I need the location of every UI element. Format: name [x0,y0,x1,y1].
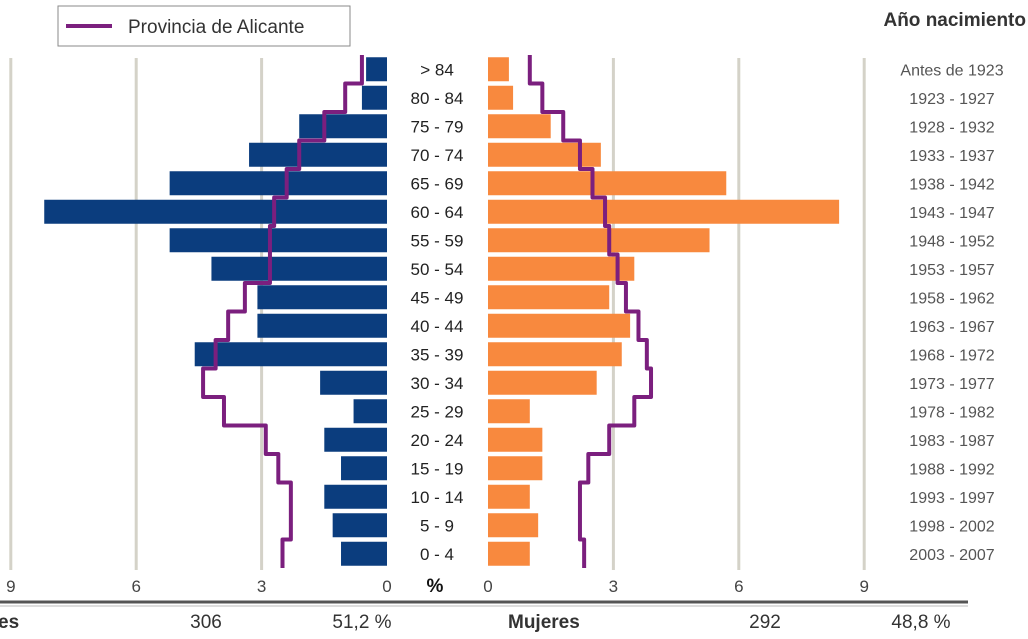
left-tick-label: 0 [382,577,391,596]
bar-right [488,427,543,452]
bar-right [488,541,530,566]
birth-year-label: 2003 - 2007 [909,547,995,564]
bar-right [488,313,631,338]
age-group-label: 50 - 54 [411,260,464,279]
age-group-label: 55 - 59 [411,231,464,250]
birth-year-label: 1978 - 1982 [909,404,995,421]
right-tick-label: 9 [859,577,868,596]
bar-right [488,370,597,395]
bar-right [488,142,601,167]
bar-left [211,256,387,281]
bar-left [361,85,387,110]
birth-year-label: 1933 - 1937 [909,148,995,165]
legend-label: Provincia de Alicante [128,17,304,38]
right-tick-label: 0 [483,577,492,596]
left-tick-label: 3 [257,577,266,596]
bar-left [332,513,387,538]
year-header: Año nacimiento [883,10,1026,31]
birth-year-label: 1958 - 1962 [909,290,995,307]
men-count: 306 [190,612,222,633]
age-group-label: 20 - 24 [411,431,464,450]
age-group-label: 75 - 79 [411,117,464,136]
bar-left [353,399,387,424]
bar-right [488,114,551,139]
birth-year-label: Antes de 1923 [900,62,1003,79]
bar-left [249,142,387,167]
bar-left [341,456,387,481]
birth-year-label: 1993 - 1997 [909,490,995,507]
birth-year-label: 1983 - 1987 [909,433,995,450]
bar-left [44,199,388,224]
birth-year-label: 1988 - 1992 [909,461,995,478]
bar-right [488,484,530,509]
left-tick-label: 9 [6,577,15,596]
bar-left [299,114,387,139]
age-group-label: 0 - 4 [420,545,454,564]
birth-year-label: 1953 - 1957 [909,262,995,279]
bar-right [488,256,635,281]
bar-right [488,199,840,224]
age-group-label: 45 - 49 [411,288,464,307]
bar-right [488,171,727,196]
birth-year-label: 1938 - 1942 [909,176,995,193]
birth-year-label: 1923 - 1927 [909,91,995,108]
bar-right [488,228,710,253]
birth-year-label: 1928 - 1932 [909,119,995,136]
bar-left [257,285,387,310]
bar-left [194,342,387,367]
birth-year-label: 1968 - 1972 [909,347,995,364]
women-percent: 48,8 % [891,612,950,633]
birth-year-label: 1973 - 1977 [909,376,995,393]
bar-right [488,513,539,538]
province-line-left [201,55,364,568]
bar-left [169,228,387,253]
bar-right [488,342,622,367]
age-group-label: 30 - 34 [411,374,464,393]
bar-left [324,484,387,509]
right-tick-label: 3 [609,577,618,596]
right-tick-label: 6 [734,577,743,596]
men-percent: 51,2 % [332,612,391,633]
age-group-label: 10 - 14 [411,488,464,507]
age-group-label: 40 - 44 [411,317,464,336]
age-group-label: 65 - 69 [411,174,464,193]
bar-left [320,370,387,395]
age-group-label: 35 - 39 [411,345,464,364]
bar-right [488,85,514,110]
age-group-label: 70 - 74 [411,146,464,165]
age-group-label: 5 - 9 [420,516,454,535]
age-group-label: 80 - 84 [411,89,464,108]
bar-left [169,171,387,196]
birth-year-label: 1948 - 1952 [909,233,995,250]
age-group-label: 15 - 19 [411,459,464,478]
bar-left [366,57,387,82]
women-count: 292 [749,612,781,633]
age-group-label: 60 - 64 [411,203,464,222]
province-line-right [527,55,654,568]
bar-left [324,427,387,452]
birth-year-label: 1998 - 2002 [909,518,995,535]
bar-left [341,541,387,566]
birth-year-label: 1943 - 1947 [909,205,995,222]
birth-year-label: 1963 - 1967 [909,319,995,336]
bar-right [488,57,509,82]
bar-right [488,285,610,310]
bar-left [257,313,387,338]
age-group-label: 25 - 29 [411,402,464,421]
left-tick-label: 6 [131,577,140,596]
bar-right [488,399,530,424]
men-label: es [0,612,19,633]
bar-right [488,456,543,481]
women-label: Mujeres [508,612,580,633]
age-group-label: > 84 [420,60,454,79]
unit-label: % [427,576,444,597]
